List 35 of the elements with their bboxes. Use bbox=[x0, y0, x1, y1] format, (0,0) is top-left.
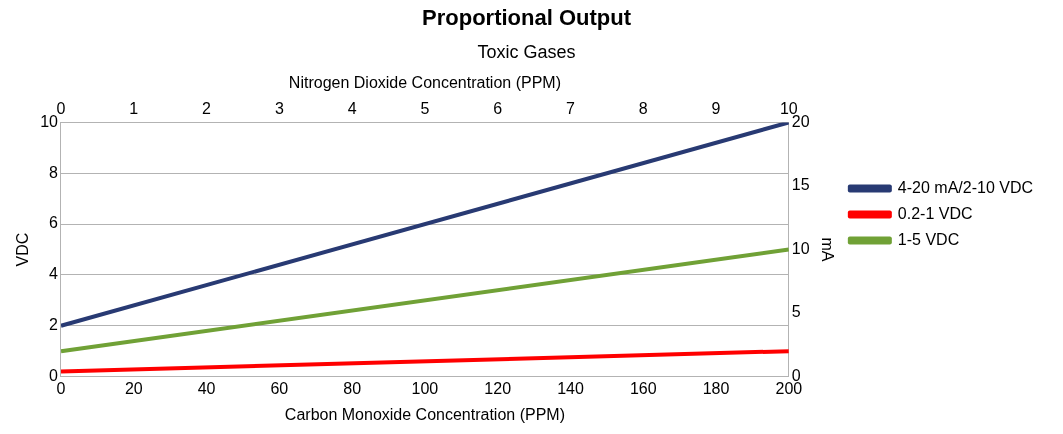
x-tick-label: 100 bbox=[411, 379, 439, 397]
x-tick-label: 20 bbox=[124, 379, 143, 397]
legend-label: 4-20 mA/2-10 VDC bbox=[897, 178, 1034, 196]
y-tick-label: 2 bbox=[49, 316, 59, 334]
legend-label: 1-5 VDC bbox=[897, 230, 960, 248]
y-tick-label: 8 bbox=[49, 163, 59, 181]
x2-axis-title: Nitrogen Dioxide Concentration (PPM) bbox=[288, 74, 561, 92]
x-tick-label: 40 bbox=[197, 379, 216, 397]
chart-subtitle: Toxic Gases bbox=[477, 42, 576, 63]
x2-tick-label: 9 bbox=[711, 100, 721, 118]
x2-tick-label: 1 bbox=[129, 100, 139, 118]
y-tick-label: 10 bbox=[40, 112, 59, 130]
x-tick-label: 160 bbox=[629, 379, 657, 397]
y2-tick-label: 10 bbox=[791, 239, 810, 257]
x2-tick-label: 2 bbox=[202, 100, 212, 118]
x-axis-title: Carbon Monoxide Concentration (PPM) bbox=[284, 405, 565, 423]
x2-tick-label: 6 bbox=[493, 100, 503, 118]
y-tick-label: 6 bbox=[49, 214, 59, 232]
y-tick-label: 4 bbox=[49, 265, 59, 283]
x2-tick-label: 5 bbox=[420, 100, 430, 118]
y-axis-title: VDC bbox=[14, 232, 32, 267]
x2-tick-label: 3 bbox=[274, 100, 284, 118]
x-tick-label: 180 bbox=[702, 379, 730, 397]
y2-axis-title: mA bbox=[818, 237, 836, 262]
x2-tick-label: 4 bbox=[347, 100, 357, 118]
x-tick-label: 60 bbox=[270, 379, 289, 397]
y2-tick-label: 5 bbox=[791, 303, 801, 321]
chart-title: Proportional Output bbox=[422, 5, 632, 31]
x2-tick-label: 8 bbox=[638, 100, 648, 118]
x-tick-label: 80 bbox=[343, 379, 362, 397]
x-tick-label: 120 bbox=[484, 379, 512, 397]
x-tick-label: 140 bbox=[557, 379, 584, 397]
y2-tick-label: 15 bbox=[791, 176, 810, 194]
x2-tick-label: 7 bbox=[566, 100, 576, 118]
legend-label: 0.2-1 VDC bbox=[897, 204, 973, 222]
